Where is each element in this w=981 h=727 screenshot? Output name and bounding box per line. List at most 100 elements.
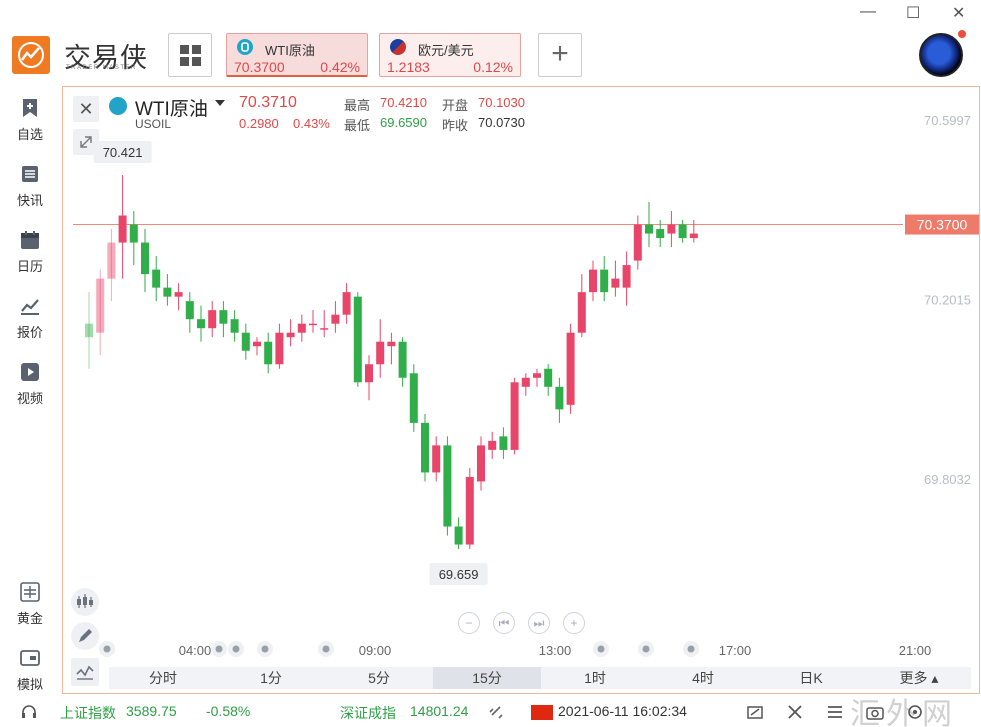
close-chart-button[interactable]: ✕ bbox=[73, 96, 99, 122]
index2-name[interactable]: 深证成指 bbox=[340, 705, 396, 721]
sidebar-item-watchlist[interactable]: 自选 bbox=[0, 98, 60, 148]
candle-body bbox=[656, 229, 665, 239]
sidebar-item-news[interactable]: 快讯 bbox=[0, 164, 60, 214]
open-value: 70.1030 bbox=[478, 95, 525, 110]
candle-body bbox=[454, 526, 463, 545]
china-flag-icon bbox=[531, 705, 553, 720]
timeframe-more[interactable]: 更多 ▴ bbox=[899, 670, 939, 686]
notification-dot bbox=[957, 29, 967, 39]
tools-icon[interactable] bbox=[786, 703, 804, 721]
sidebar-item-calendar[interactable]: 日历 bbox=[0, 230, 60, 280]
add-ticker-button[interactable]: + bbox=[538, 33, 582, 77]
low-label: 最低 bbox=[344, 118, 371, 133]
x-tick-label: 13:00 bbox=[539, 643, 572, 658]
timeframe-tab-active[interactable]: 15分 bbox=[433, 667, 541, 689]
timeframe-tab[interactable]: 1时 bbox=[584, 670, 606, 686]
candle-body bbox=[85, 323, 93, 338]
candle-body bbox=[432, 445, 441, 473]
zoom-out-button[interactable]: − bbox=[458, 612, 480, 634]
ticker-card-wti[interactable]: WTI原油 70.3700 0.42% bbox=[226, 33, 368, 77]
headset-icon[interactable] bbox=[20, 703, 38, 721]
maximize-button[interactable]: ☐ bbox=[906, 5, 921, 22]
close-window-button[interactable]: ✕ bbox=[952, 5, 966, 22]
chevron-down-icon[interactable] bbox=[215, 100, 225, 106]
index1-name[interactable]: 上证指数 bbox=[60, 705, 116, 721]
pencil-icon bbox=[79, 629, 92, 642]
layout-grid-button[interactable] bbox=[168, 33, 212, 77]
sidebar-item-gold[interactable]: 黄金 bbox=[0, 582, 60, 632]
calendar-icon bbox=[21, 231, 39, 249]
last-price: 70.3710 bbox=[239, 94, 297, 111]
candle-body bbox=[510, 382, 519, 450]
high-marker-label: 70.421 bbox=[103, 145, 143, 160]
timeframe-tab[interactable]: 5分 bbox=[368, 670, 390, 686]
indicator-icon bbox=[76, 665, 94, 680]
candle-body bbox=[611, 278, 620, 288]
collapse-button[interactable] bbox=[73, 129, 99, 155]
timeframe-tab[interactable]: 1分 bbox=[260, 670, 282, 686]
candle-body bbox=[208, 310, 217, 329]
high-value: 70.4210 bbox=[380, 95, 427, 110]
candle-style-button[interactable] bbox=[71, 588, 99, 616]
high-marker-box bbox=[93, 140, 152, 163]
collapse-arrows-icon bbox=[80, 136, 92, 148]
y-tick-label: 69.8032 bbox=[924, 472, 971, 487]
bookmark-icon bbox=[23, 99, 37, 117]
minimize-button[interactable]: — bbox=[860, 3, 876, 20]
avatar[interactable] bbox=[919, 33, 963, 77]
ticker-pct: 0.42% bbox=[320, 59, 360, 75]
sidebar-item-video[interactable]: 视频 bbox=[0, 362, 60, 412]
sidebar-item-quotes[interactable]: 报价 bbox=[0, 296, 60, 346]
open-label: 开盘 bbox=[442, 98, 469, 113]
price-change-pct: 0.43% bbox=[293, 116, 330, 131]
scroll-end-button[interactable]: ⏭ bbox=[528, 612, 550, 634]
draw-tool-button[interactable] bbox=[71, 622, 99, 650]
zoom-in-button[interactable]: + bbox=[563, 612, 585, 634]
news-icon bbox=[22, 166, 38, 182]
candle-body bbox=[320, 328, 329, 330]
candle-body bbox=[342, 292, 351, 315]
candle-body bbox=[286, 332, 295, 338]
sidebar-item-label: 快讯 bbox=[16, 193, 43, 208]
scroll-start-button[interactable]: ⏮ bbox=[493, 612, 515, 634]
event-dot-inner bbox=[687, 645, 695, 653]
candle-body bbox=[544, 368, 553, 387]
candle-body bbox=[499, 436, 508, 450]
wallet-icon bbox=[20, 650, 40, 666]
ticker-card-eurusd[interactable]: 欧元/美元 1.2183 0.12% bbox=[379, 33, 521, 77]
prev-close-value: 70.0730 bbox=[478, 115, 525, 130]
settings-icon[interactable] bbox=[906, 703, 924, 721]
quote-chart-icon bbox=[21, 299, 39, 315]
candle-body bbox=[331, 314, 340, 324]
menu-lines-icon[interactable] bbox=[826, 703, 844, 721]
event-dot-inner bbox=[103, 645, 111, 653]
candle-body bbox=[353, 296, 362, 383]
timeframe-tab[interactable]: 分时 bbox=[149, 670, 177, 686]
candle-body bbox=[622, 265, 631, 288]
sidebar-item-simulation[interactable]: 模拟 bbox=[0, 648, 60, 698]
camera-icon[interactable] bbox=[866, 703, 884, 721]
timeframe-tab[interactable]: 日K bbox=[799, 670, 823, 686]
candle-body bbox=[398, 341, 407, 378]
low-marker-label: 69.659 bbox=[439, 567, 479, 582]
top-bar: — ☐ ✕ 交易侠 TRADER MASTER WTI原油 70.3700 0.… bbox=[0, 0, 981, 84]
candle-body bbox=[197, 319, 205, 329]
sidebar-item-label: 报价 bbox=[16, 325, 43, 340]
indicator-button[interactable] bbox=[71, 658, 99, 686]
candle-body bbox=[409, 373, 418, 423]
candle-body bbox=[555, 386, 564, 410]
candle-body bbox=[230, 319, 239, 333]
link-icon[interactable] bbox=[487, 703, 505, 721]
candlestick-chart[interactable]: 70.3700 70.5997 70.2015 69.8032 70.421 69.659… bbox=[63, 87, 979, 665]
ticker-name: WTI原油 bbox=[265, 43, 315, 58]
instrument-name[interactable]: WTI原油 bbox=[135, 99, 208, 120]
event-dot-inner bbox=[597, 645, 605, 653]
low-marker-box bbox=[429, 563, 488, 586]
event-dot-inner bbox=[232, 645, 240, 653]
brand-subtitle: TRADER MASTER bbox=[66, 65, 137, 71]
timeframe-tab[interactable]: 4时 bbox=[692, 670, 714, 686]
resize-icon[interactable] bbox=[746, 703, 764, 721]
x-tick-label: 17:00 bbox=[719, 643, 752, 658]
y-tick-label: 70.5997 bbox=[924, 113, 971, 128]
